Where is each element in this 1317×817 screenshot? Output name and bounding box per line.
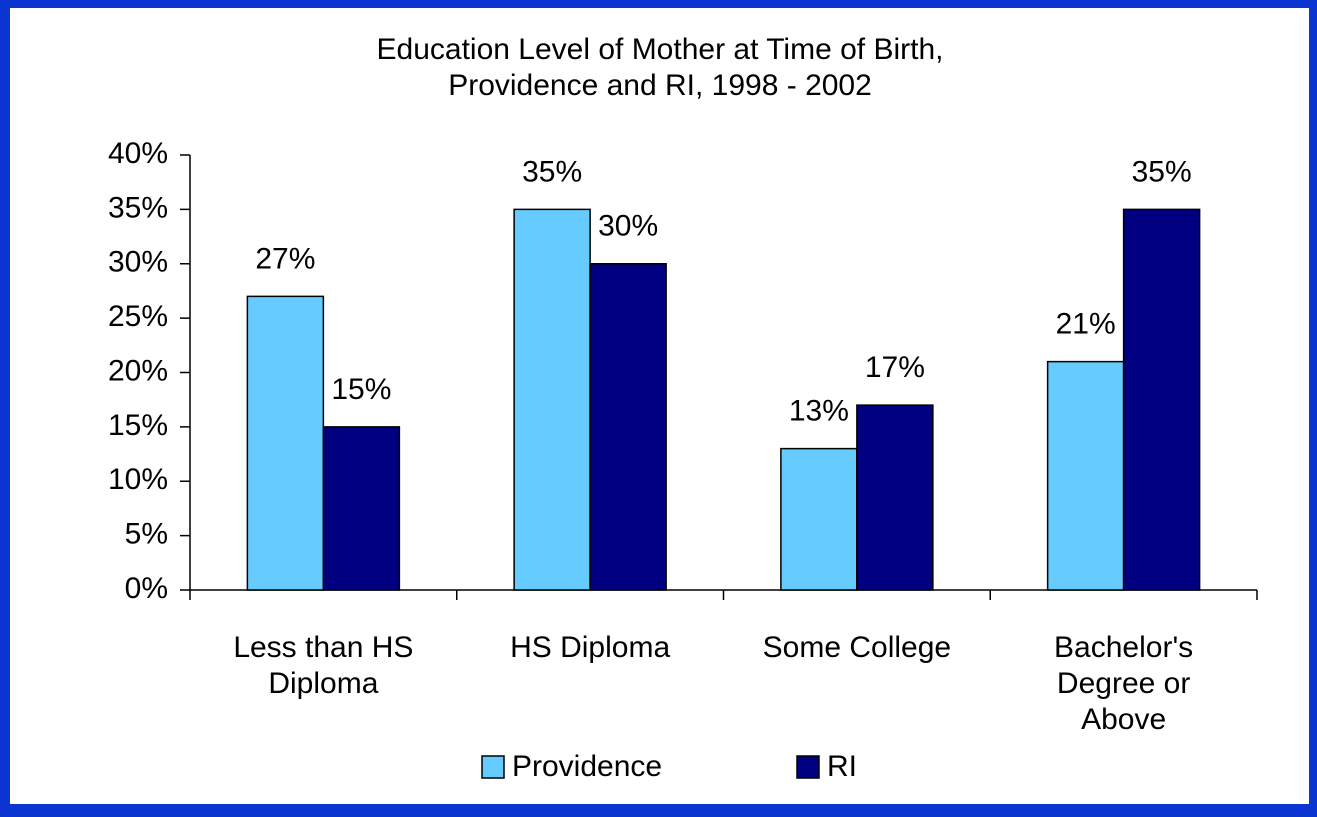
bar xyxy=(1122,208,1201,591)
x-tick-label: Bachelor's Degree or Above xyxy=(1054,631,1194,736)
x-tick-label: Some College xyxy=(762,631,952,664)
legend-label: Providence xyxy=(512,750,662,783)
chart: 0% 5% 10% 15% 20% 25% 30% 35% 40% 27% 15% 35% 30% 13%… xyxy=(108,137,1258,783)
legend-swatch xyxy=(481,755,505,779)
bar xyxy=(513,208,591,591)
bar xyxy=(246,295,325,591)
data-label: 27% xyxy=(255,242,315,275)
data-label: 13% xyxy=(789,395,849,428)
data-label: 35% xyxy=(1132,155,1192,188)
bar xyxy=(1046,360,1125,591)
y-tick-label: 40% xyxy=(108,137,168,170)
data-label: 17% xyxy=(865,351,925,384)
y-tick-label: 15% xyxy=(108,409,168,442)
y-tick-label: 35% xyxy=(108,191,168,224)
chart-frame: 0% 5% 10% 15% 20% 25% 30% 35% 40% 27% 15% 35% 30% 13%… xyxy=(10,8,1309,804)
chart-title: Education Level of Mother at Time of Bir… xyxy=(376,33,944,102)
y-tick-label: 20% xyxy=(108,354,168,387)
bar xyxy=(589,263,667,591)
y-tick-label: 0% xyxy=(125,572,168,605)
x-tick-label: HS Diploma xyxy=(510,631,671,664)
data-label: 30% xyxy=(598,210,658,243)
data-label: 15% xyxy=(331,373,391,406)
y-tick-label: 25% xyxy=(108,300,168,333)
data-label: 21% xyxy=(1056,308,1116,341)
x-tick-label: Less than HS Diploma xyxy=(233,631,414,700)
legend-swatch xyxy=(796,755,820,779)
data-label: 35% xyxy=(522,155,582,188)
legend-label: RI xyxy=(827,750,857,783)
y-tick-label: 30% xyxy=(108,246,168,279)
y-tick-label: 5% xyxy=(125,518,168,551)
bar xyxy=(856,404,934,591)
bar xyxy=(322,426,401,591)
bar xyxy=(780,447,858,591)
y-tick-label: 10% xyxy=(108,463,168,496)
